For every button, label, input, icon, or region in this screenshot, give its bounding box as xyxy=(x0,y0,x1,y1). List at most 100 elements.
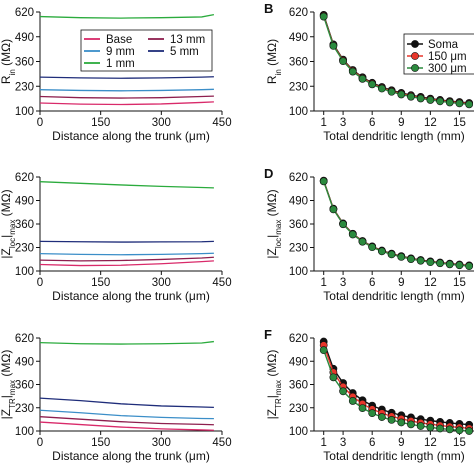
data-point-um300 xyxy=(387,416,396,424)
x-tick-label: 1 xyxy=(320,437,326,449)
data-point-um300 xyxy=(377,247,386,256)
data-point-um300 xyxy=(397,252,406,261)
x-tick-label: 1 xyxy=(320,277,326,289)
y-tick-label: 490 xyxy=(15,356,34,368)
data-point-um300 xyxy=(465,100,474,109)
y-tick-label: 360 xyxy=(15,380,34,392)
series-line-mm5 xyxy=(39,240,214,243)
panel-letter: F xyxy=(264,327,272,342)
data-point-um300 xyxy=(329,205,338,214)
x-tick-label: 9 xyxy=(398,277,404,289)
x-tick-label: 15 xyxy=(453,277,466,289)
y-tick-label: 490 xyxy=(15,32,34,44)
x-tick-label: 9 xyxy=(398,437,404,449)
data-point-um300 xyxy=(436,97,444,106)
legend: Base 13 mm 9 mm 5 mm 1 mm xyxy=(80,29,213,72)
x-tick-label: 15 xyxy=(453,117,466,129)
x-tick-label: 3 xyxy=(340,277,346,289)
series-line-um300 xyxy=(323,181,470,267)
y-tick-label: 360 xyxy=(15,57,34,69)
x-tick-label: 12 xyxy=(424,117,437,129)
series-line-mm9 xyxy=(39,409,214,420)
data-point-um300 xyxy=(339,220,347,229)
data-point-um300 xyxy=(358,74,367,83)
x-axis-label: Distance along the trunk (μm) xyxy=(52,289,210,303)
x-axis-label: Total dendritic length (mm) xyxy=(323,449,464,463)
y-tick-label: 360 xyxy=(289,219,308,231)
x-tick-label: 0 xyxy=(37,437,43,449)
data-point-um300 xyxy=(358,404,367,413)
y-axis-label: Rin (MΩ) xyxy=(265,39,283,84)
series-line-base xyxy=(39,260,214,267)
data-point-um300 xyxy=(426,96,435,104)
data-point-um300 xyxy=(387,87,396,96)
y-tick-label: 620 xyxy=(15,333,34,345)
y-tick-label: 100 xyxy=(15,426,34,438)
x-tick-label: 450 xyxy=(212,277,231,289)
y-tick-label: 230 xyxy=(15,403,34,415)
series-line-um150 xyxy=(323,344,470,430)
data-point-um300 xyxy=(397,418,406,427)
series-line-mm13 xyxy=(39,95,214,99)
x-tick-label: 300 xyxy=(152,437,171,449)
series-line-mm13 xyxy=(39,256,214,262)
data-point-um300 xyxy=(407,92,415,101)
data-point-um300 xyxy=(426,258,435,267)
legend-label: Base xyxy=(106,34,132,46)
y-tick-label: 100 xyxy=(15,266,34,278)
x-tick-label: 15 xyxy=(453,437,466,449)
legend-marker-soma xyxy=(411,40,419,48)
series-line-um300 xyxy=(323,349,470,432)
data-point-um300 xyxy=(455,99,464,108)
x-tick-label: 9 xyxy=(398,117,404,129)
data-point-um300 xyxy=(319,346,328,355)
y-tick-label: 360 xyxy=(15,219,34,231)
x-tick-label: 3 xyxy=(340,117,346,129)
y-tick-label: 620 xyxy=(289,333,308,345)
y-tick-label: 230 xyxy=(15,81,34,93)
y-tick-label: 490 xyxy=(289,196,308,208)
y-axis-label: |Zloc|max (MΩ) xyxy=(0,189,17,258)
x-tick-label: 150 xyxy=(91,277,110,289)
data-point-um300 xyxy=(416,94,425,103)
data-point-um300 xyxy=(319,177,328,186)
legend-label: 5 mm xyxy=(170,46,199,58)
series-line-mm9 xyxy=(39,252,214,256)
x-tick-label: 12 xyxy=(424,277,437,289)
x-tick-label: 1 xyxy=(320,117,326,129)
legend-label: 1 mm xyxy=(106,58,135,70)
y-axis-label: |ZTR|max (MΩ) xyxy=(265,350,283,420)
x-axis-label: Distance along the trunk (μm) xyxy=(52,449,210,463)
y-tick-label: 100 xyxy=(289,266,308,278)
data-point-um300 xyxy=(329,41,338,50)
y-tick-label: 360 xyxy=(289,57,308,69)
series-line-base xyxy=(39,101,214,106)
x-tick-label: 12 xyxy=(424,437,437,449)
data-point-um300 xyxy=(416,256,425,265)
series-line-mm1 xyxy=(39,181,214,189)
y-tick-label: 620 xyxy=(15,7,34,19)
data-point-um300 xyxy=(445,98,454,107)
series-line-mm13 xyxy=(39,416,214,426)
panel-letter: B xyxy=(264,1,273,16)
x-tick-label: 6 xyxy=(369,437,375,449)
legend-label: 13 mm xyxy=(170,34,205,46)
y-axis-label: |ZTR|max (MΩ) xyxy=(0,350,17,420)
data-point-um300 xyxy=(387,250,396,259)
data-point-um300 xyxy=(339,387,347,396)
x-tick-label: 150 xyxy=(91,117,110,129)
data-point-um300 xyxy=(339,57,347,66)
series-line-mm5 xyxy=(39,397,214,409)
data-point-um300 xyxy=(455,426,464,435)
x-tick-label: 0 xyxy=(37,117,43,129)
data-point-um300 xyxy=(445,260,454,269)
y-tick-label: 100 xyxy=(289,106,308,118)
data-point-um300 xyxy=(358,237,367,246)
series-line-mm5 xyxy=(39,76,214,79)
data-point-um300 xyxy=(368,80,377,89)
y-tick-label: 490 xyxy=(15,196,34,208)
y-tick-label: 230 xyxy=(15,243,34,255)
